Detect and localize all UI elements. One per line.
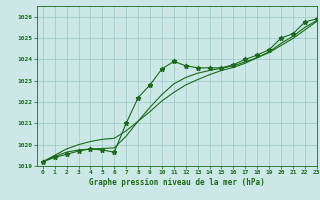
X-axis label: Graphe pression niveau de la mer (hPa): Graphe pression niveau de la mer (hPa)	[89, 178, 265, 187]
